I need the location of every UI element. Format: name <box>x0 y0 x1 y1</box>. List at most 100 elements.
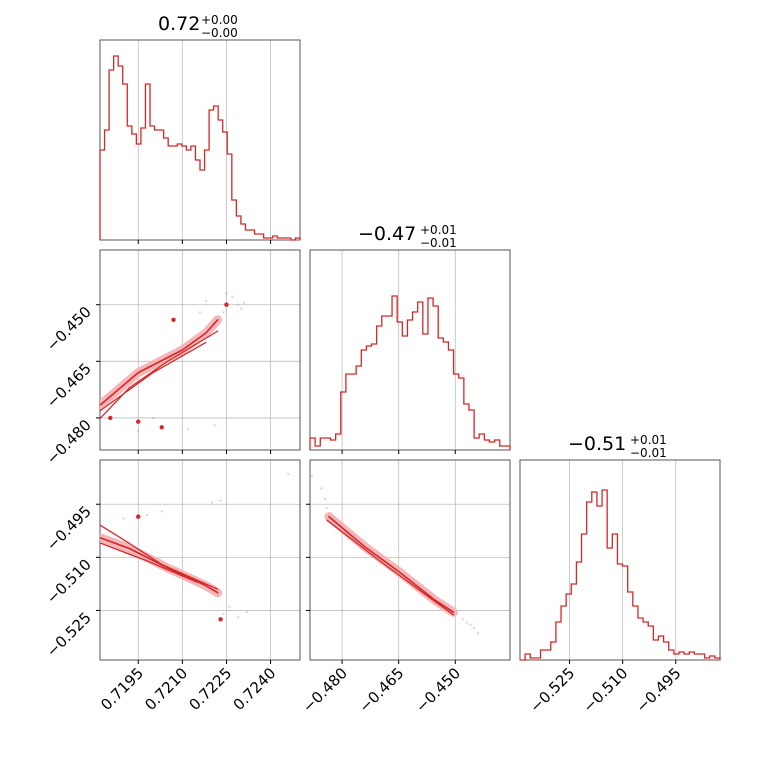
panel-frame <box>99 39 301 241</box>
y-tick-label: −0.495 <box>43 502 95 554</box>
y-tick-label: −0.450 <box>43 303 95 355</box>
scatter-point <box>122 517 125 520</box>
outlier-blob <box>159 425 164 430</box>
outlier-blob <box>171 317 176 323</box>
contour-line <box>100 524 219 590</box>
scatter-point <box>465 621 468 624</box>
contour-line <box>100 542 198 583</box>
outlier-blob <box>218 617 223 622</box>
title-plus-2: +0.01 <box>630 433 667 447</box>
title-minus-1: −0.01 <box>420 236 457 250</box>
panel-0-2 <box>96 459 301 664</box>
x-tick-label: 0.7210 <box>141 664 191 714</box>
scatter-point <box>187 428 190 431</box>
title-minus-0: −0.00 <box>201 26 238 40</box>
panel-title-0: 0.72 +0.00 −0.00 <box>158 13 238 40</box>
title-value-1: −0.47 <box>358 223 416 245</box>
scatter-point <box>222 612 225 616</box>
contour-line <box>100 330 219 419</box>
density-p0_p2 <box>100 473 290 622</box>
panel-frame <box>309 249 511 451</box>
scatter-point <box>287 473 290 476</box>
scatter-point <box>210 501 213 504</box>
scatter-point <box>320 487 323 490</box>
scatter-point <box>228 605 231 609</box>
x-tick-label: 0.7195 <box>97 664 147 714</box>
panel-title-2: −0.51 +0.01 −0.01 <box>568 433 667 460</box>
y-axis-labels-1: −0.480−0.465−0.450 <box>43 303 95 468</box>
y-tick-label: −0.510 <box>43 555 95 607</box>
density-fill <box>324 512 458 617</box>
scatter-point <box>231 296 234 299</box>
scatter-point <box>240 307 243 310</box>
panel-frame <box>519 459 721 661</box>
scatter-point <box>219 499 222 502</box>
scatter-point <box>461 618 464 621</box>
scatter-point <box>469 623 472 626</box>
scatter-point <box>145 513 149 516</box>
density-p1_p2 <box>310 474 480 635</box>
scatter-point <box>222 311 225 314</box>
svg-text:0.72: 0.72 <box>158 13 200 35</box>
title-value-0: 0.72 <box>158 13 200 35</box>
title-minus-2: −0.01 <box>630 446 667 460</box>
contour-line <box>100 319 219 406</box>
scatter-point <box>325 506 329 509</box>
svg-text:−0.51: −0.51 <box>568 433 626 455</box>
outlier-blob <box>108 415 113 421</box>
x-axis-labels-1: −0.480 −0.465 −0.450 <box>299 664 464 716</box>
panel-frame <box>99 459 301 661</box>
x-tick-label: −0.480 <box>299 664 351 716</box>
scatter-point <box>310 474 313 478</box>
x-tick-label: −0.450 <box>412 664 464 716</box>
x-tick-label: −0.465 <box>356 664 408 716</box>
x-axis-labels-2: −0.525 −0.510 −0.495 <box>526 664 684 716</box>
x-tick-label: −0.510 <box>579 664 631 716</box>
scatter-point <box>323 497 327 501</box>
outlier-blob <box>136 514 141 519</box>
panel-1-1 <box>309 249 511 454</box>
scatter-point <box>237 303 240 306</box>
scatter-point <box>151 416 155 420</box>
outlier-blob <box>224 302 229 307</box>
scatter-point <box>243 301 246 304</box>
panel-1-2 <box>306 459 511 664</box>
scatter-point <box>476 632 480 635</box>
outlier-blob <box>136 419 141 424</box>
contour-line <box>326 519 455 616</box>
panel-2-2 <box>519 459 721 664</box>
histogram-0 <box>99 55 301 241</box>
panel-frame <box>309 459 511 661</box>
contour-line <box>100 341 207 412</box>
title-plus-1: +0.01 <box>420 223 457 237</box>
scatter-point <box>160 510 163 513</box>
density-p0_p1 <box>100 292 246 433</box>
histogram-2 <box>520 489 721 661</box>
contour-line <box>328 515 455 614</box>
scatter-point <box>213 424 216 427</box>
x-tick-label: 0.7240 <box>230 664 280 714</box>
panel-0-1 <box>96 249 301 454</box>
contour-line <box>100 537 219 594</box>
scatter-point <box>473 627 476 630</box>
title-plus-0: +0.00 <box>201 13 238 27</box>
scatter-point <box>204 299 207 303</box>
scatter-point <box>245 611 249 614</box>
x-tick-label: −0.525 <box>526 664 578 716</box>
x-tick-label: −0.495 <box>633 664 685 716</box>
y-tick-label: −0.480 <box>43 416 95 468</box>
scatter-point <box>237 616 240 619</box>
panel-frame <box>99 249 301 451</box>
scatter-point <box>198 311 202 314</box>
y-tick-label: −0.525 <box>43 609 95 661</box>
panel-0-0 <box>99 39 301 244</box>
scatter-point <box>225 292 228 295</box>
scatter-point <box>137 430 140 433</box>
svg-text:−0.47: −0.47 <box>358 223 416 245</box>
histogram-1 <box>309 295 511 450</box>
y-axis-labels-2: −0.525−0.510−0.495 <box>43 502 95 660</box>
y-tick-label: −0.465 <box>43 359 95 411</box>
x-tick-label: 0.7225 <box>185 664 235 714</box>
